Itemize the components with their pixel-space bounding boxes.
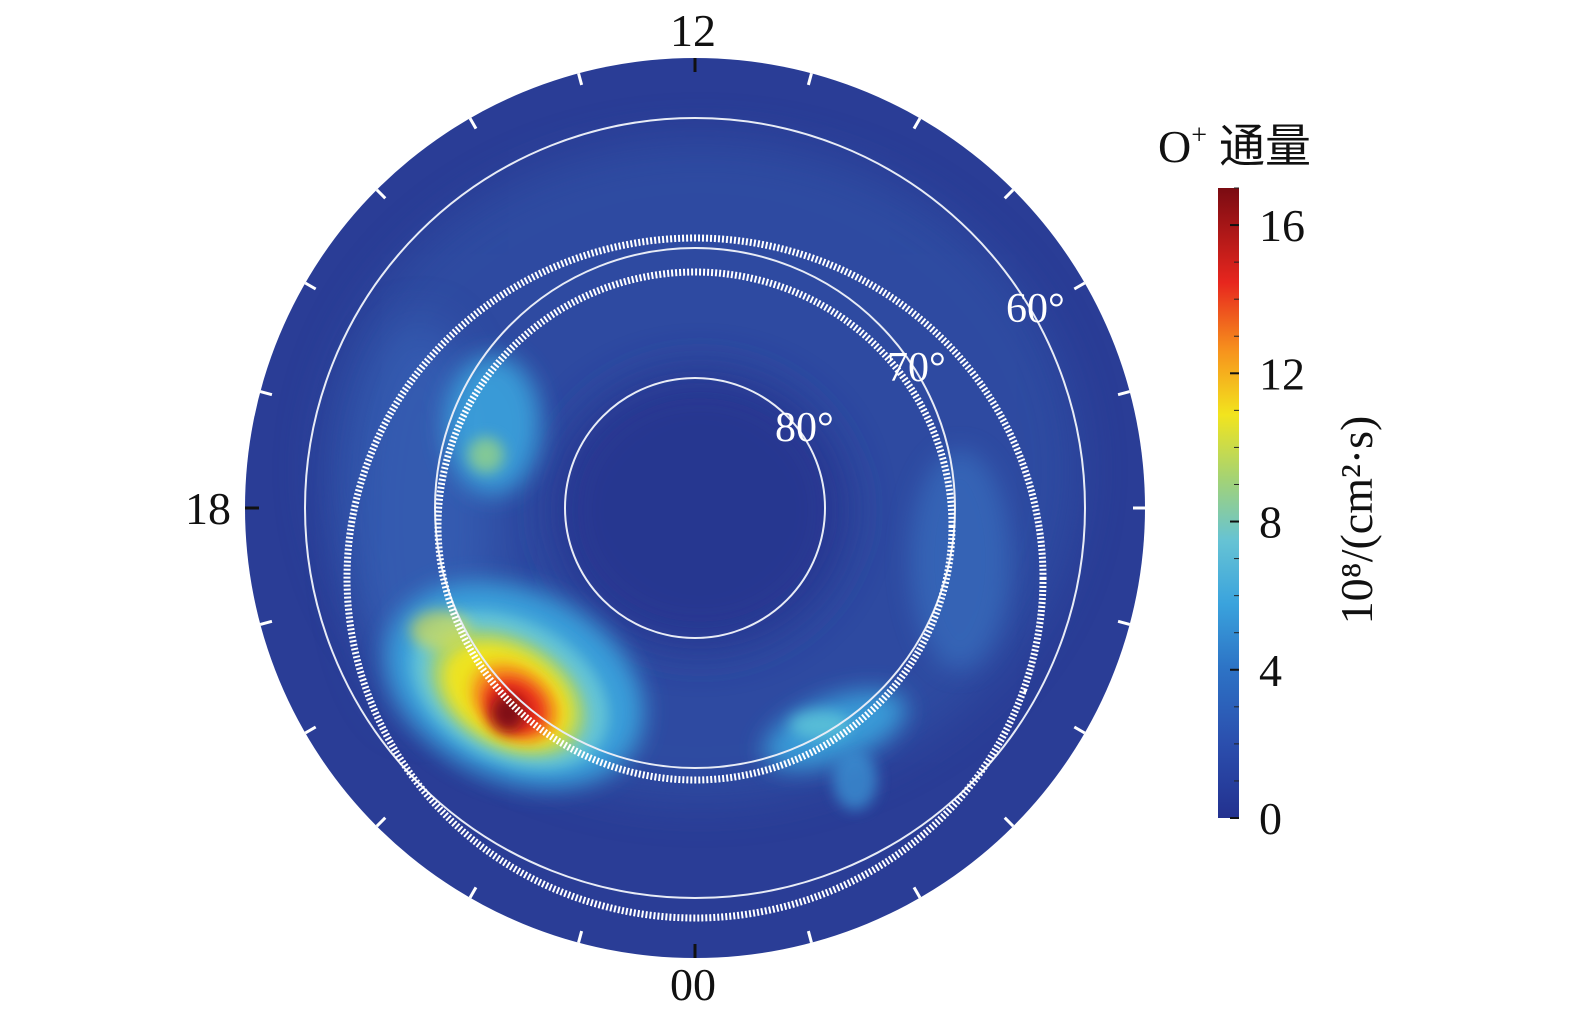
colorbar-title-species: O xyxy=(1158,121,1191,172)
auroral-oval-outer xyxy=(343,234,1047,922)
hotspot-main-side-yellow xyxy=(410,610,470,650)
colorbar-tick-label: 8 xyxy=(1259,497,1282,548)
flux-field xyxy=(320,140,1080,810)
perimeter-tick xyxy=(806,72,813,86)
flux-ring-east xyxy=(910,450,1010,670)
latitude-circle-60 xyxy=(304,117,1086,899)
latitude-circle-70 xyxy=(434,247,956,769)
latitude-grid xyxy=(304,117,1086,899)
perimeter-tick xyxy=(259,619,273,626)
colorbar-ticks: 0 4 8 12 16 xyxy=(1230,187,1305,844)
perimeter-tick xyxy=(304,281,317,291)
perimeter-tick xyxy=(259,390,273,397)
perimeter-tick xyxy=(1073,725,1086,735)
flux-polar-cap xyxy=(550,370,850,650)
colorbar-bar xyxy=(1218,188,1239,818)
latitude-label-70: 70° xyxy=(887,345,946,391)
perimeter-tick xyxy=(912,886,922,899)
auroral-oval-inner xyxy=(434,268,956,784)
colorbar-title-charge: + xyxy=(1191,120,1207,151)
hotspot-postmidnight-tail xyxy=(833,750,877,810)
hotspot-main-core xyxy=(491,694,525,732)
latitude-circle-80 xyxy=(564,377,826,639)
polar-plot: 60° 70° 80° xyxy=(245,58,1145,958)
colorbar-unit: 10⁸/(cm²·s) xyxy=(1331,416,1382,625)
latitude-label-80: 80° xyxy=(775,405,834,451)
mlt-label-18: 18 xyxy=(185,483,231,534)
mlt-label-00: 00 xyxy=(670,959,716,1010)
perimeter-tick xyxy=(806,930,813,944)
colorbar-tick-label: 4 xyxy=(1259,645,1282,696)
perimeter-tick xyxy=(1117,619,1131,626)
perimeter-tick xyxy=(577,930,584,944)
perimeter-tick xyxy=(1073,281,1086,291)
mlt-label-12: 12 xyxy=(670,5,716,56)
perimeter-tick xyxy=(468,117,478,130)
perimeter-ticks xyxy=(245,58,1145,958)
hotspot-dusk-outer xyxy=(445,355,541,495)
colorbar-title: O+ 通量 xyxy=(1158,120,1311,172)
colorbar-tick-label: 16 xyxy=(1259,200,1305,251)
hotspot-dusk xyxy=(445,355,541,495)
perimeter-tick xyxy=(468,886,478,899)
perimeter-tick xyxy=(375,188,387,200)
perimeter-tick xyxy=(375,816,387,828)
latitude-label-60: 60° xyxy=(1006,286,1065,332)
perimeter-tick xyxy=(577,72,584,86)
perimeter-tick xyxy=(912,117,922,130)
mlt-axis-ticks xyxy=(245,58,697,958)
hotspot-postmidnight-core xyxy=(790,711,850,739)
hotspot-postmidnight xyxy=(763,690,907,810)
colorbar-title-text: 通量 xyxy=(1219,121,1311,172)
colorbar: O+ 通量 0 4 8 12 16 10⁸/(cm²·s) xyxy=(1158,120,1382,844)
perimeter-tick xyxy=(1117,390,1131,397)
perimeter-tick xyxy=(304,725,317,735)
auroral-oval xyxy=(343,234,1047,922)
hotspot-dusk-core xyxy=(468,437,504,473)
colorbar-tick-label: 0 xyxy=(1259,793,1282,844)
perimeter-tick xyxy=(1003,816,1015,828)
perimeter-tick xyxy=(1003,188,1015,200)
colorbar-tick-label: 12 xyxy=(1259,348,1305,399)
